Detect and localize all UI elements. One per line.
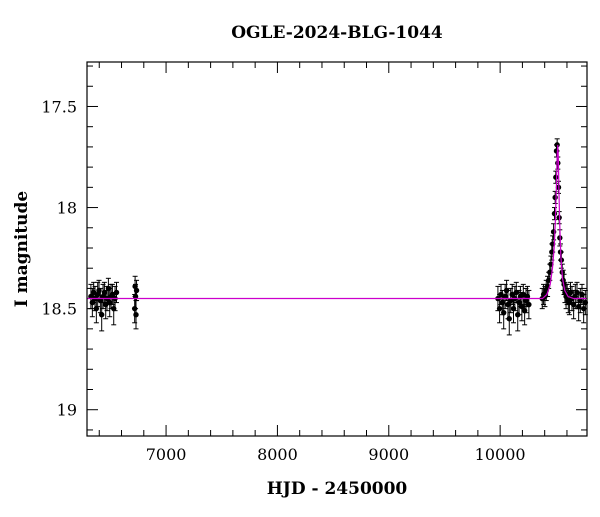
plot-frame [86,61,588,437]
data-point [506,316,512,322]
data-point [552,194,558,201]
x-axis-label: HJD - 2450000 [267,479,408,499]
data-point [133,287,140,294]
y-tick-label: 18.5 [41,300,77,319]
data-point [93,305,100,312]
data-point [496,305,503,312]
chart-title: OGLE-2024-BLG-1044 [231,23,443,43]
data-point [113,289,120,296]
data-point [554,142,560,148]
data-point [520,291,527,298]
x-tick-label: 7000 [146,445,187,464]
data-point [133,312,139,318]
model-curve [87,144,587,300]
y-tick-label: 17.5 [41,97,77,116]
x-tick-label: 8000 [257,445,298,464]
y-axis-label: I magnitude [12,191,32,308]
data-point [519,303,525,310]
ticks-layer: 7000 8000 9000 10000 17.5 18 18.5 19 [41,62,587,464]
y-tick-label: 19 [57,401,77,420]
data-point [553,174,559,180]
data-point [513,289,519,296]
data-point [551,210,558,217]
plot-layer [87,138,589,336]
x-tick-label: 10000 [475,445,526,464]
data-point [98,312,105,318]
y-tick-label: 18 [57,199,77,218]
data-point [526,301,532,308]
data-point [501,309,507,316]
x-tick-label: 9000 [368,445,409,464]
